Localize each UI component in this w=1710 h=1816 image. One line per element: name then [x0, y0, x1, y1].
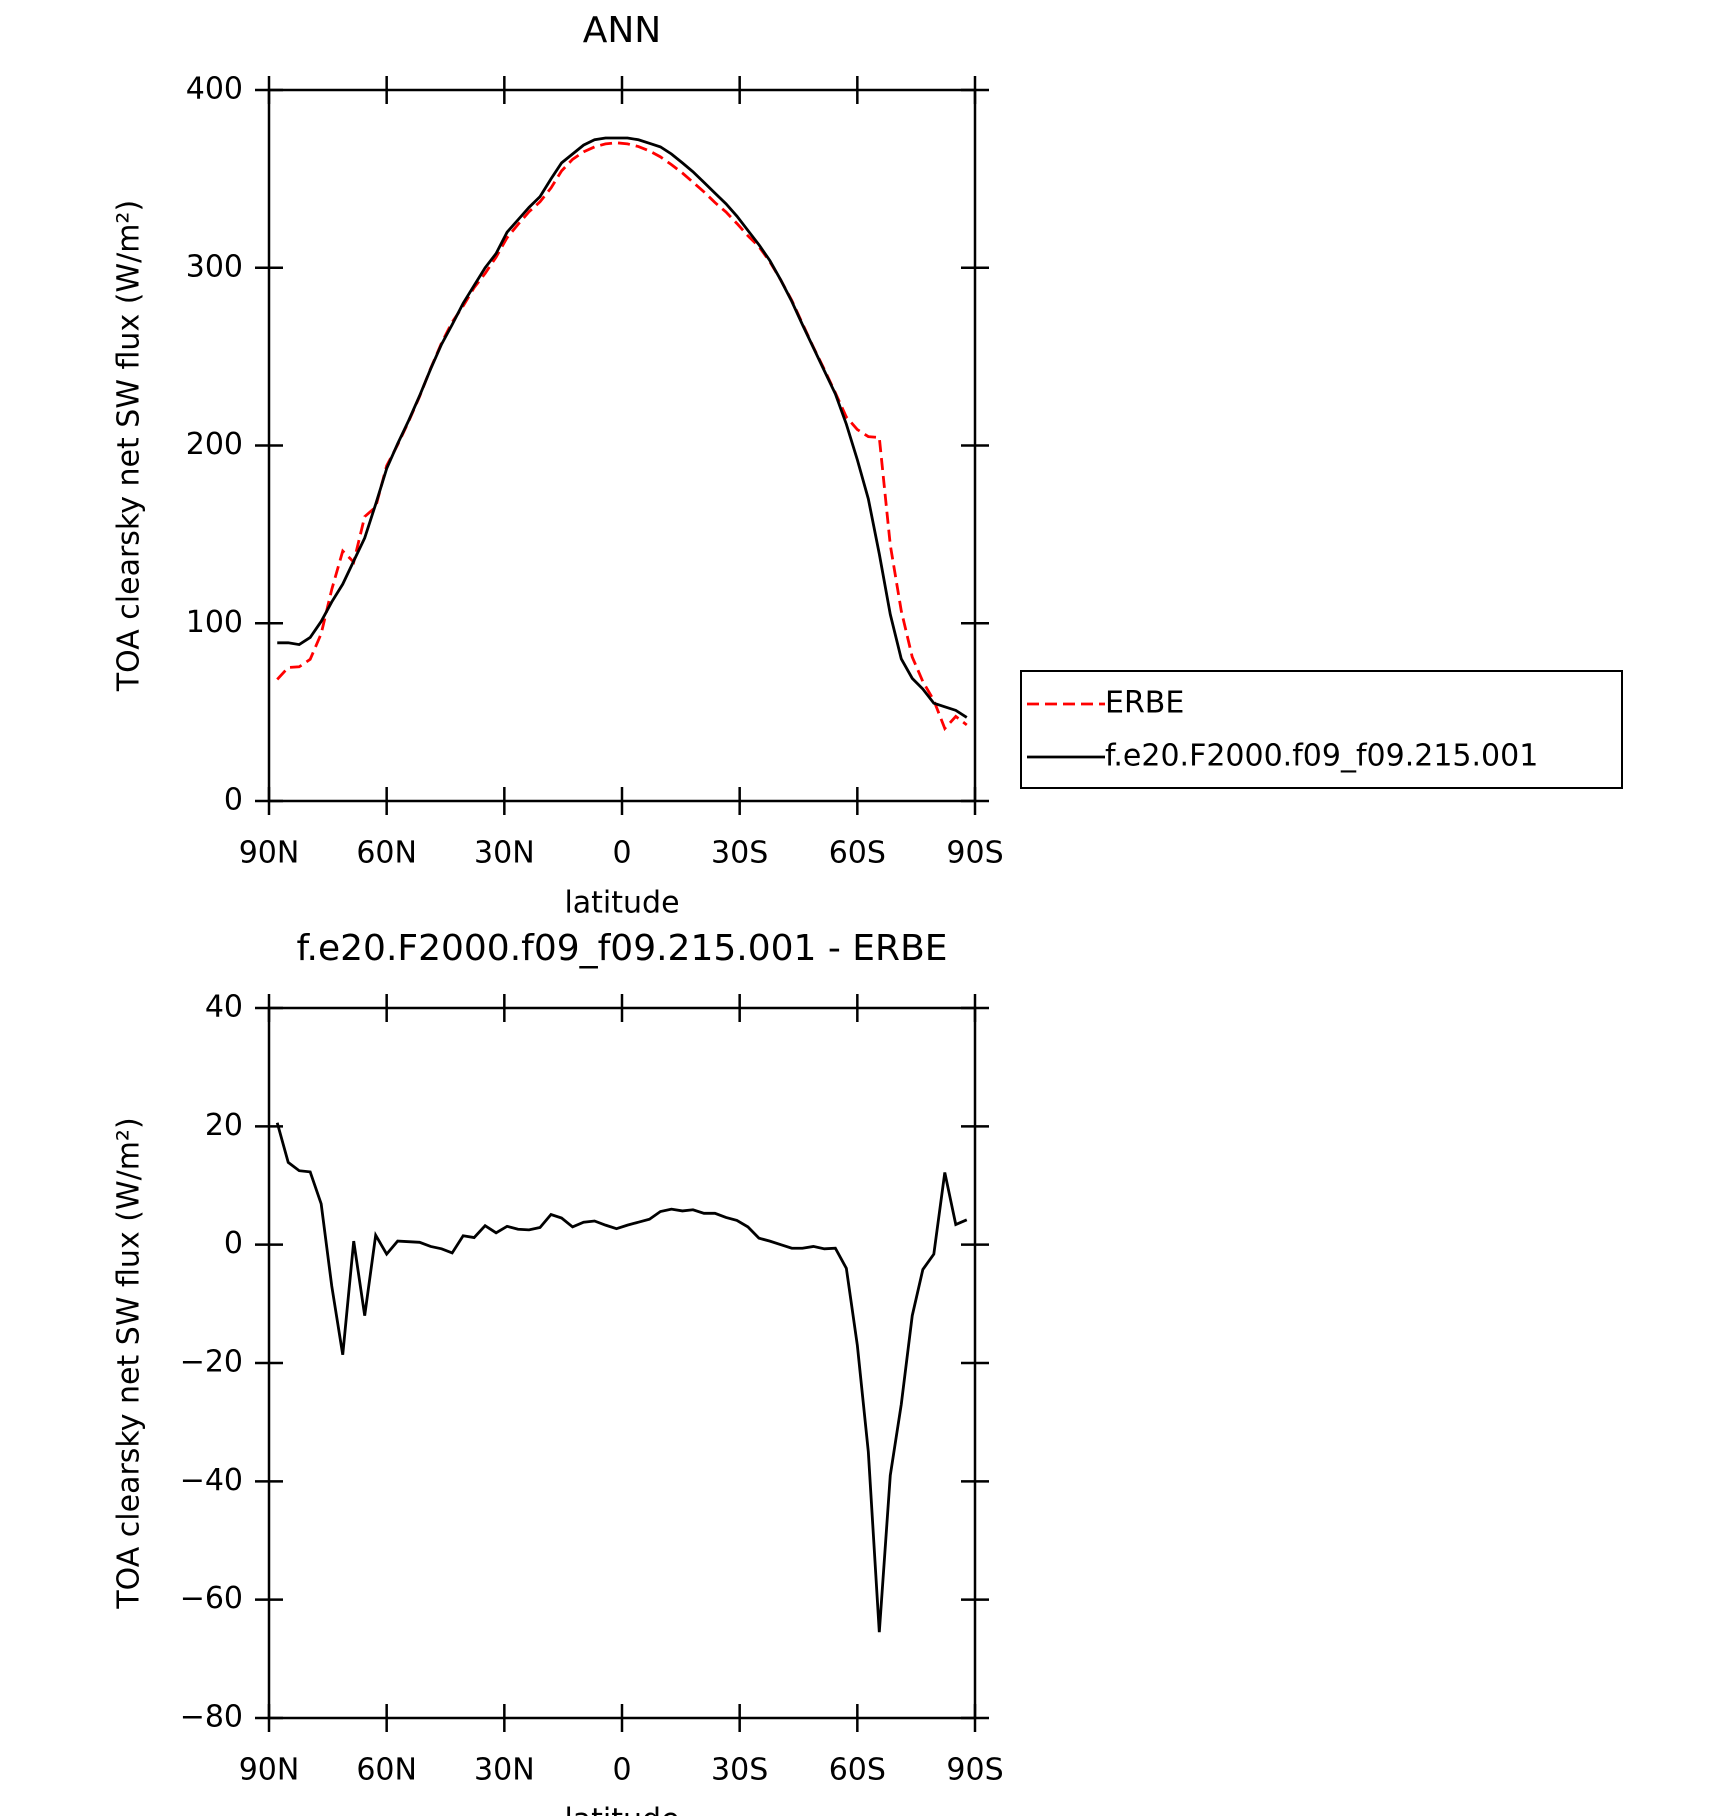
y-tick-label: 0 [224, 783, 243, 818]
x-tick-label: 0 [612, 836, 631, 871]
y-tick-label: −40 [180, 1463, 243, 1498]
y-tick-label: 0 [224, 1226, 243, 1261]
x-tick-label: 60S [829, 1753, 886, 1788]
y-tick-label: 20 [205, 1108, 243, 1143]
legend-box [1020, 670, 1623, 789]
x-tick-label: 30N [474, 836, 535, 871]
plot-frame [267, 1006, 977, 1720]
chart-title: ANN [583, 10, 662, 51]
data-line [275, 1122, 968, 1633]
y-axis-label: TOA clearsky net SW flux (W/m²) [112, 200, 147, 692]
x-tick-label: 90S [946, 1753, 1003, 1788]
y-axis-label: TOA clearsky net SW flux (W/m²) [112, 1117, 147, 1609]
y-tick-label: 300 [186, 249, 243, 284]
y-tick-label: 100 [186, 605, 243, 640]
y-tick-label: −80 [180, 1700, 243, 1735]
x-tick-label: 30S [711, 1753, 768, 1788]
x-tick-label: 30N [474, 1753, 535, 1788]
x-tick-label: 60N [356, 836, 417, 871]
y-tick-label: 40 [205, 990, 243, 1025]
x-tick-label: 90N [239, 1753, 300, 1788]
legend-label: f.e20.F2000.f09_f09.215.001 [1105, 739, 1538, 774]
y-tick-label: −60 [180, 1581, 243, 1616]
data-line [276, 141, 968, 732]
legend-label: ERBE [1105, 686, 1184, 721]
x-axis-label: latitude [564, 886, 679, 921]
x-tick-label: 60S [829, 836, 886, 871]
x-axis-label: latitude [564, 1803, 679, 1816]
y-tick-label: 200 [186, 427, 243, 462]
x-tick-label: 0 [612, 1753, 631, 1788]
y-tick-label: −20 [180, 1345, 243, 1380]
chart-title: f.e20.F2000.f09_f09.215.001 - ERBE [296, 928, 947, 969]
x-tick-label: 30S [711, 836, 768, 871]
x-tick-label: 90N [239, 836, 300, 871]
data-line [277, 136, 968, 719]
plot-frame [267, 88, 977, 803]
x-tick-label: 90S [946, 836, 1003, 871]
y-tick-label: 400 [186, 72, 243, 107]
x-tick-label: 60N [356, 1753, 417, 1788]
